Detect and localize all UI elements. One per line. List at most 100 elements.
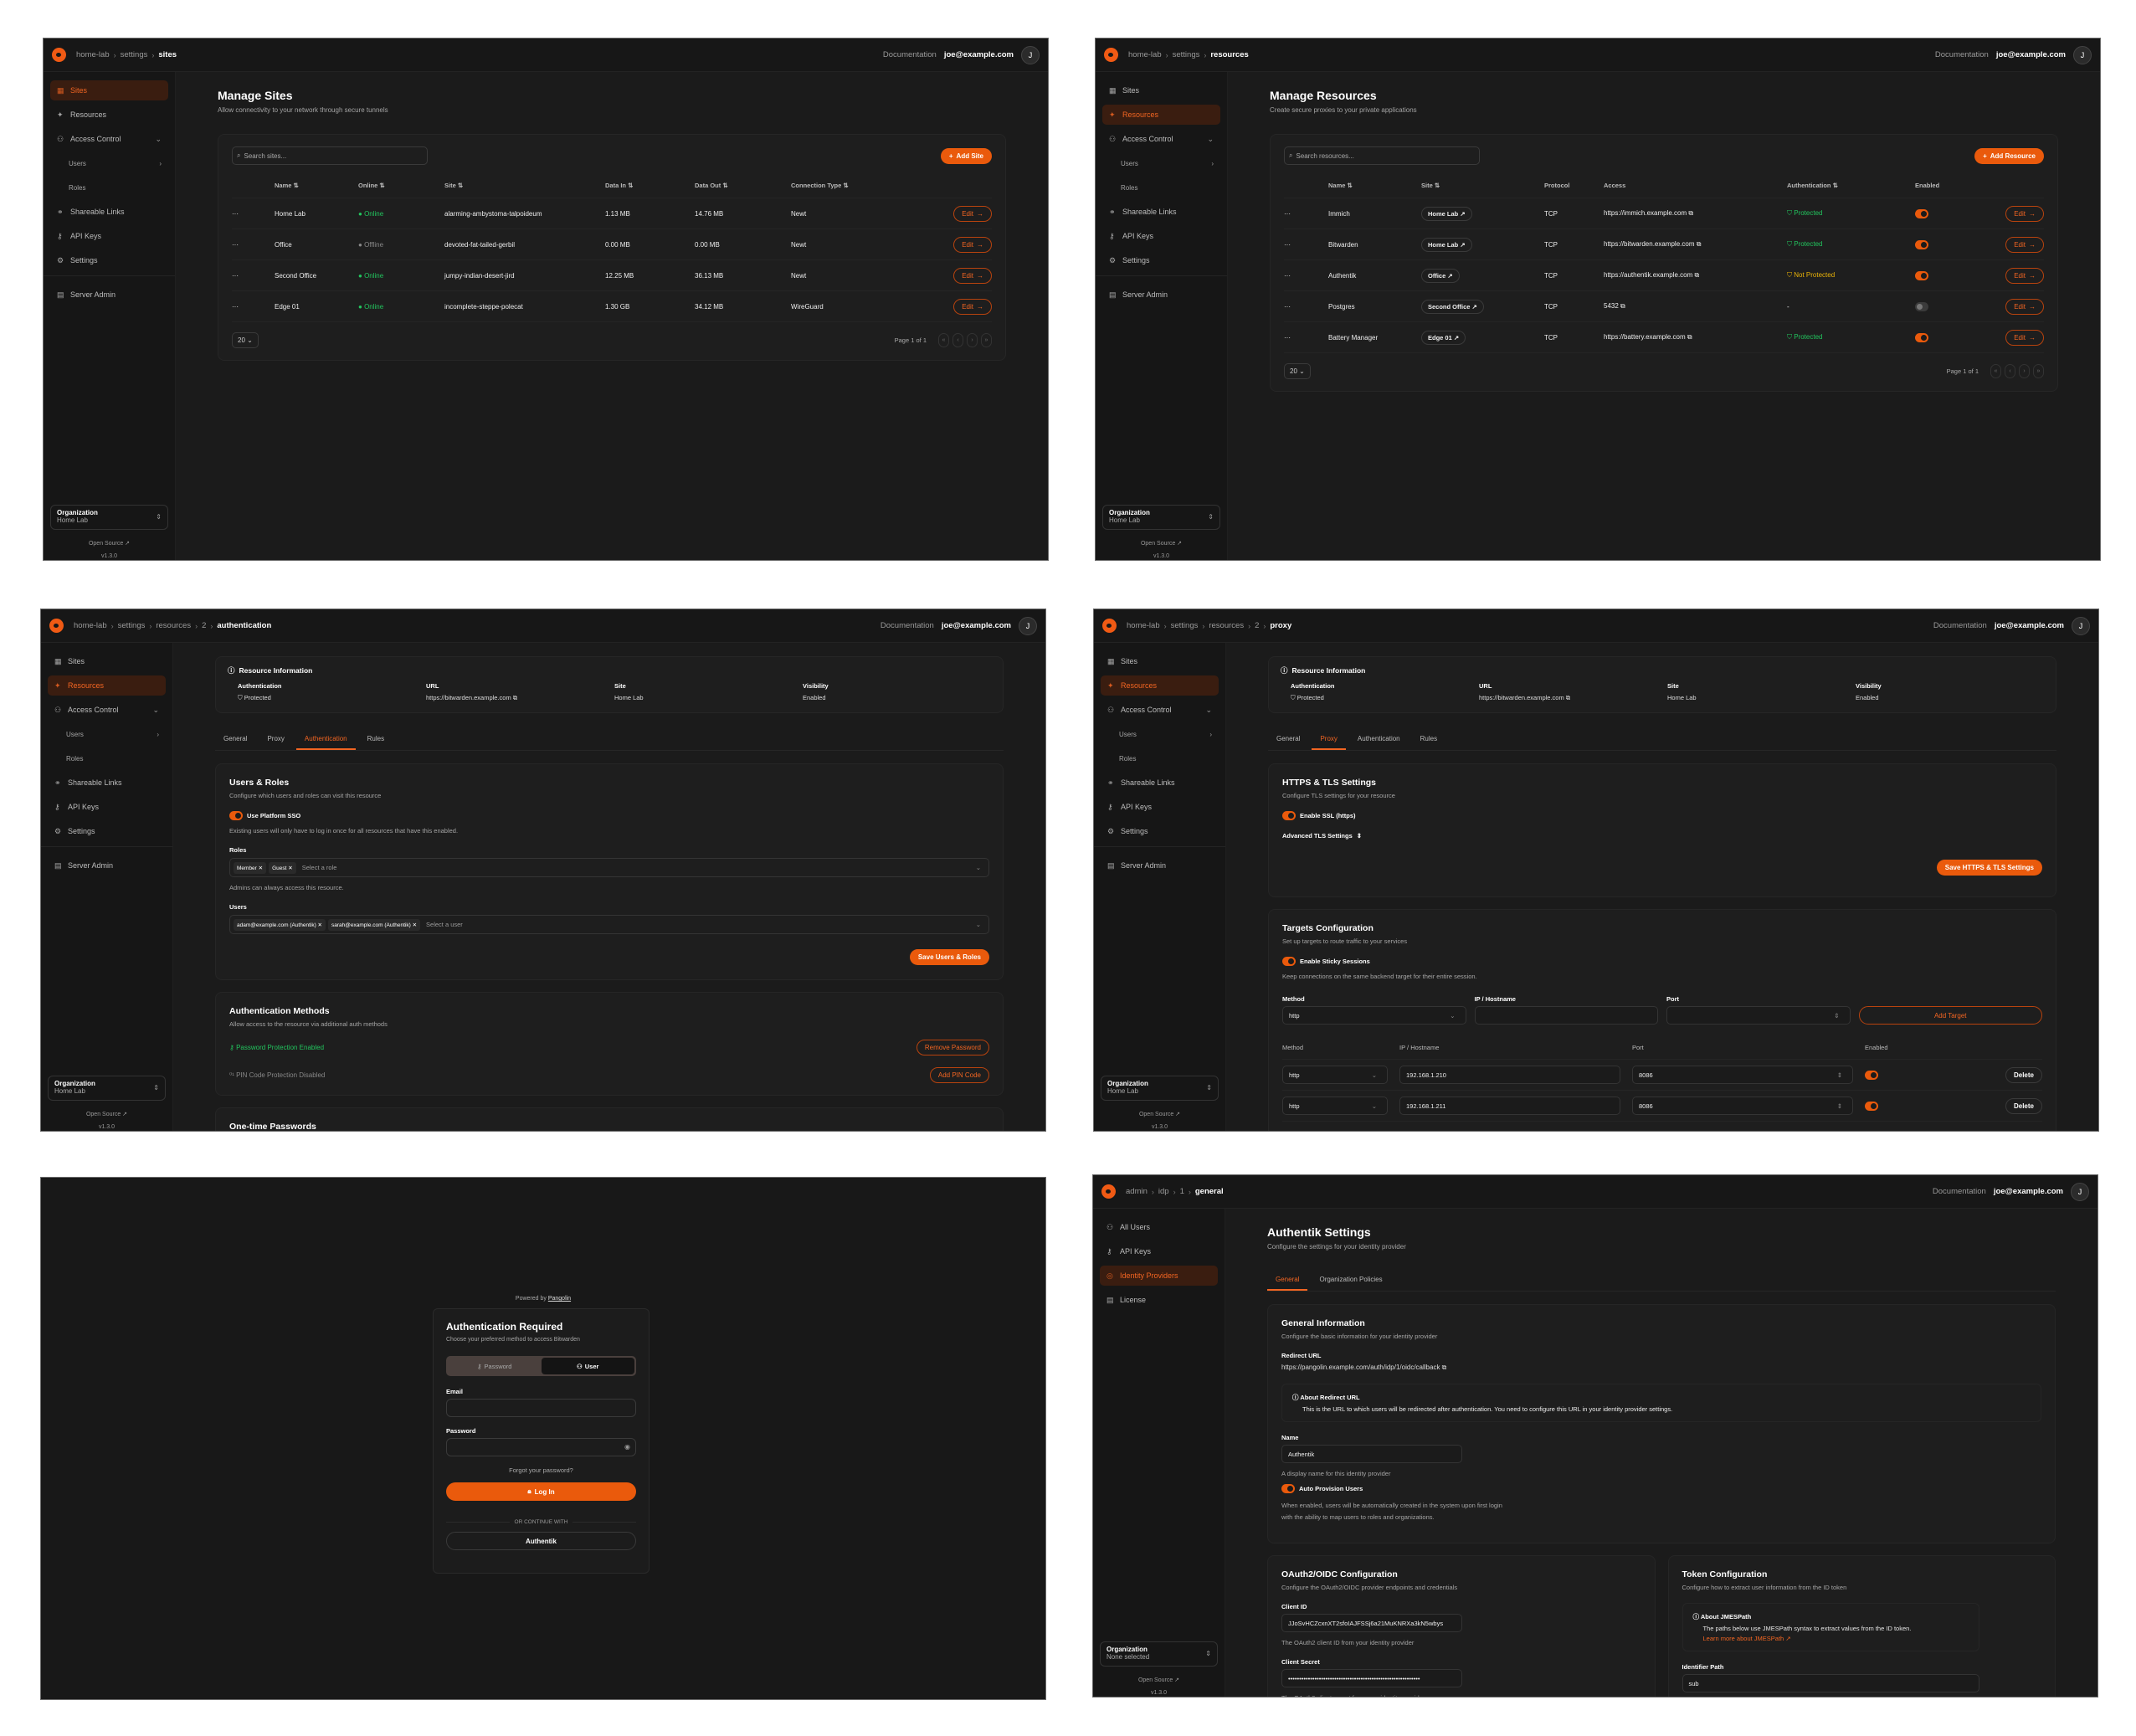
column-header-site[interactable]: Site ⇅ <box>444 182 605 189</box>
sidebar-item-shareable-links[interactable]: ⚭ Shareable Links <box>1101 773 1219 793</box>
prev-page-button[interactable]: ‹ <box>2005 364 2015 378</box>
password-input[interactable]: ◉ <box>446 1438 636 1456</box>
breadcrumb-item[interactable]: 1 <box>1179 1187 1184 1196</box>
breadcrumb-item[interactable]: home-lab <box>76 50 110 59</box>
client-secret-input[interactable]: ••••••••••••••••••••••••••••••••••••••••… <box>1281 1669 1462 1687</box>
tab-general[interactable]: General <box>223 735 248 742</box>
edit-button[interactable]: Edit → <box>2005 236 2044 253</box>
chevron-down-icon[interactable]: ⌄ <box>1207 134 1214 143</box>
breadcrumb-item[interactable]: general <box>1194 1187 1224 1196</box>
ip-input[interactable] <box>1474 1006 1658 1025</box>
add-target-button[interactable]: Add Target <box>1858 1006 2042 1025</box>
remove-icon[interactable]: ✕ <box>316 922 323 928</box>
breadcrumb-item[interactable]: authentication <box>217 621 272 630</box>
column-header-online[interactable]: Online ⇅ <box>358 182 444 189</box>
forgot-password-link[interactable]: Forgot your password? <box>509 1466 573 1474</box>
port-input[interactable]: 8086 ⇕ <box>1632 1066 1853 1084</box>
last-page-button[interactable]: » <box>2033 364 2044 378</box>
first-page-button[interactable]: « <box>938 333 949 347</box>
avatar[interactable]: J <box>1019 616 1037 635</box>
sidebar-item-sites[interactable]: ▦ Sites <box>50 80 168 100</box>
breadcrumb-item[interactable]: idp <box>1158 1187 1169 1196</box>
first-page-button[interactable]: « <box>1990 364 2001 378</box>
chevron-down-icon[interactable]: ⌄ <box>152 705 159 714</box>
learn-more-link[interactable]: Learn more about JMESPath ↗ <box>1703 1635 1969 1642</box>
remove-icon[interactable]: ✕ <box>256 865 264 871</box>
sidebar-item-resources[interactable]: ✦ Resources <box>50 105 168 125</box>
auto-provision-toggle[interactable] <box>1281 1484 1295 1493</box>
user-email[interactable]: joe@example.com <box>1995 50 2066 59</box>
organization-selector[interactable]: Organization Home Lab ⇕ <box>1101 1076 1219 1101</box>
port-input[interactable]: 8086 ⇕ <box>1632 1097 1853 1115</box>
sidebar-item-api-keys[interactable]: ⚷ API Keys <box>1101 797 1219 817</box>
open-source-link[interactable]: Open Source ↗ <box>1096 537 1227 550</box>
authentik-sso-button[interactable]: Authentik <box>446 1532 636 1550</box>
column-header-protocol[interactable]: Protocol <box>1544 182 1604 189</box>
documentation-link[interactable]: Documentation <box>882 50 937 59</box>
copy-icon[interactable]: ⧉ <box>1440 1364 1447 1371</box>
sidebar-item-api-keys[interactable]: ⚷ API Keys <box>50 226 168 246</box>
eye-icon[interactable]: ◉ <box>624 1443 630 1451</box>
row-actions-icon[interactable]: ··· <box>1284 333 1291 342</box>
breadcrumb-item[interactable]: home-lab <box>1127 621 1160 630</box>
sidebar-item-shareable-links[interactable]: ⚭ Shareable Links <box>1102 202 1220 222</box>
breadcrumb-item[interactable]: home-lab <box>1128 50 1162 59</box>
chevron-right-icon[interactable]: › <box>157 730 159 738</box>
user-email[interactable]: joe@example.com <box>1993 1187 2063 1196</box>
avatar[interactable]: J <box>2071 1182 2089 1201</box>
row-actions-icon[interactable]: ··· <box>232 240 239 249</box>
user-email[interactable]: joe@example.com <box>941 621 1011 630</box>
sidebar-item-settings[interactable]: ⚙ Settings <box>50 250 168 270</box>
login-button[interactable]: 🔒︎ Log In <box>446 1482 636 1501</box>
copy-icon[interactable]: ⧉ <box>1685 333 1692 341</box>
user-email[interactable]: joe@example.com <box>1994 621 2064 630</box>
search-input[interactable]: ⌕ Search resources... <box>1284 146 1480 165</box>
platform-sso-toggle[interactable] <box>229 811 243 820</box>
sidebar-item-settings[interactable]: ⚙ Settings <box>1101 821 1219 841</box>
edit-button[interactable]: Edit → <box>2005 329 2044 346</box>
tab-general[interactable]: General <box>1267 1269 1308 1291</box>
row-actions-icon[interactable]: ··· <box>232 209 239 218</box>
sidebar-item-server-admin[interactable]: ▤ Server Admin <box>50 285 168 305</box>
target-enabled-toggle[interactable] <box>1865 1101 1878 1111</box>
edit-button[interactable]: Edit → <box>2005 267 2044 284</box>
sidebar-item-users[interactable]: Users › <box>1101 724 1219 744</box>
copy-icon[interactable]: ⧉ <box>1618 302 1625 310</box>
page-size-select[interactable]: 20 ⌄ <box>1284 363 1311 379</box>
identifier-path-input[interactable]: sub <box>1682 1674 1979 1692</box>
search-input[interactable]: ⌕ Search sites... <box>232 146 428 165</box>
sidebar-item-users[interactable]: Users › <box>1102 153 1220 173</box>
chevron-right-icon[interactable]: › <box>1209 730 1212 738</box>
sidebar-item-users[interactable]: Users › <box>48 724 166 744</box>
next-page-button[interactable]: › <box>2019 364 2030 378</box>
edit-button[interactable]: Edit → <box>953 267 992 284</box>
method-select[interactable]: http ⌄ <box>1282 1097 1388 1115</box>
breadcrumb-item[interactable]: settings <box>1172 50 1200 59</box>
breadcrumb-item[interactable]: proxy <box>1270 621 1292 630</box>
sidebar-item-sites[interactable]: ▦ Sites <box>1102 80 1220 100</box>
column-header-authentication[interactable]: Authentication ⇅ <box>1787 182 1915 189</box>
add-button[interactable]: + Add Site <box>940 147 992 164</box>
sidebar-item-access-control[interactable]: ⚇ Access Control ⌄ <box>48 700 166 720</box>
tab-authentication[interactable]: Authentication <box>295 728 356 750</box>
documentation-link[interactable]: Documentation <box>1934 50 1989 59</box>
organization-selector[interactable]: Organization None selected ⇕ <box>1100 1641 1218 1667</box>
save-users-roles-button[interactable]: Save Users & Roles <box>909 949 989 965</box>
sidebar-item-server-admin[interactable]: ▤ Server Admin <box>1101 855 1219 876</box>
edit-button[interactable]: Edit → <box>2005 205 2044 222</box>
save-tls-button[interactable]: Save HTTPS & TLS Settings <box>1936 860 2042 876</box>
sidebar-item-settings[interactable]: ⚙ Settings <box>48 821 166 841</box>
column-header-site[interactable]: Site ⇅ <box>1421 182 1544 189</box>
column-header-access[interactable]: Access <box>1604 182 1787 189</box>
target-enabled-toggle[interactable] <box>1865 1070 1878 1080</box>
add-button[interactable]: + Add Resource <box>1974 147 2044 164</box>
sort-icon[interactable]: ⇅ <box>1345 182 1353 189</box>
user-email[interactable]: joe@example.com <box>943 50 1014 59</box>
organization-selector[interactable]: Organization Home Lab ⇕ <box>50 505 168 530</box>
breadcrumb-item[interactable]: resources <box>1210 50 1249 59</box>
breadcrumb-item[interactable]: settings <box>120 50 148 59</box>
sticky-sessions-toggle[interactable] <box>1282 957 1296 966</box>
name-input[interactable]: Authentik <box>1281 1445 1462 1463</box>
open-source-link[interactable]: Open Source ↗ <box>44 537 175 550</box>
method-select[interactable]: http ⌄ <box>1282 1006 1466 1025</box>
